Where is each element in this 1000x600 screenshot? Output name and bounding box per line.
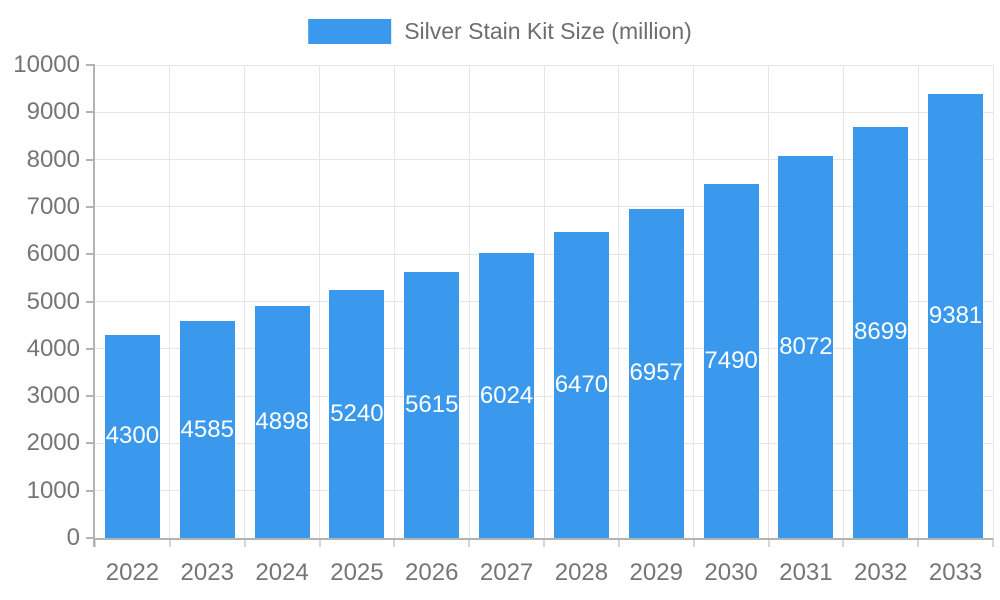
grid-line-vertical [693, 65, 695, 538]
bar-value-label: 6957 [629, 359, 683, 387]
x-axis-tick [692, 538, 695, 547]
legend[interactable]: Silver Stain Kit Size (million) [308, 18, 692, 45]
x-axis-label-2029: 2029 [629, 559, 683, 586]
x-axis-label-2027: 2027 [479, 559, 534, 586]
y-axis-tick [86, 205, 95, 208]
legend-label: Silver Stain Kit Size (million) [404, 18, 692, 44]
x-axis-label-2025: 2025 [330, 559, 384, 586]
grid-line-vertical [244, 65, 246, 538]
y-axis-label: 9000 [26, 98, 80, 126]
legend-swatch-icon [308, 19, 392, 44]
grid-line-vertical [468, 65, 470, 538]
x-axis-label-2024: 2024 [255, 559, 309, 586]
y-axis-tick [86, 111, 95, 114]
bar-value-label: 6470 [554, 370, 609, 398]
grid-line-vertical [543, 65, 545, 538]
bar-2033[interactable]: 9381 [928, 94, 984, 538]
x-axis-tick [992, 538, 994, 547]
x-axis-tick [243, 538, 246, 547]
bar-2032[interactable]: 8699 [853, 126, 909, 538]
y-axis-tick [86, 489, 95, 492]
bar-value-label: 6024 [479, 381, 534, 409]
y-axis-label: 8000 [26, 145, 80, 173]
y-axis-tick [86, 537, 95, 539]
bar-value-label: 8699 [854, 318, 908, 346]
y-axis-label: 10000 [13, 51, 80, 78]
x-axis-tick [842, 538, 845, 547]
y-axis-tick [86, 347, 95, 350]
y-axis-label: 1000 [26, 476, 80, 504]
bar-2025[interactable]: 5240 [329, 290, 385, 538]
grid-line-vertical [169, 65, 171, 538]
grid-line-vertical [917, 65, 919, 538]
bar-value-label: 9381 [928, 302, 983, 330]
y-axis-tick [86, 300, 95, 303]
bar-value-label: 8072 [779, 333, 833, 361]
y-axis-tick [86, 395, 95, 398]
bar-2029[interactable]: 6957 [628, 208, 684, 538]
x-axis-label-2033: 2033 [928, 559, 983, 586]
x-axis-label-2022: 2022 [105, 559, 160, 586]
grid-line-vertical [618, 65, 620, 538]
y-axis-label: 7000 [26, 192, 80, 220]
x-axis-label-2028: 2028 [554, 559, 609, 586]
bar-value-label: 7490 [704, 346, 758, 374]
x-axis-tick [767, 538, 770, 547]
y-axis-line [93, 65, 95, 547]
bar-2023[interactable]: 4585 [179, 321, 235, 538]
x-axis-tick [393, 538, 396, 547]
x-axis-tick [917, 538, 920, 547]
bar-2031[interactable]: 8072 [778, 156, 834, 538]
bar-2027[interactable]: 6024 [479, 253, 535, 538]
x-axis-label-2026: 2026 [405, 559, 459, 586]
x-axis-tick [168, 538, 171, 547]
x-axis-label-2032: 2032 [854, 559, 908, 586]
x-axis-tick [617, 538, 620, 547]
x-axis-label-2031: 2031 [779, 559, 833, 586]
bar-value-label: 4898 [255, 408, 309, 436]
bar-2024[interactable]: 4898 [254, 306, 310, 538]
x-axis-tick [318, 538, 321, 547]
bar-2026[interactable]: 5615 [404, 272, 460, 538]
bar-value-label: 4585 [180, 415, 234, 443]
x-axis-label-2030: 2030 [704, 559, 758, 586]
bar-2028[interactable]: 6470 [553, 231, 609, 538]
grid-line-vertical [992, 65, 994, 538]
y-axis-label: 4000 [26, 334, 80, 362]
x-axis-tick [543, 538, 545, 547]
bar-value-label: 5615 [405, 391, 459, 419]
grid-line-vertical [319, 65, 320, 538]
grid-line-vertical [842, 65, 844, 538]
bar-2022[interactable]: 4300 [104, 334, 160, 538]
x-axis-label-2023: 2023 [180, 559, 234, 586]
x-axis-tick [94, 538, 96, 547]
y-axis-label: 2000 [26, 429, 80, 457]
y-axis-tick [86, 158, 95, 161]
y-axis-label: 0 [66, 524, 80, 551]
y-axis-tick [86, 64, 95, 66]
y-axis-label: 3000 [26, 382, 80, 410]
x-axis-tick [468, 538, 471, 547]
bar-value-label: 5240 [330, 400, 384, 428]
y-axis-tick [86, 253, 95, 256]
grid-line-vertical [393, 65, 395, 538]
y-axis-label: 6000 [26, 240, 80, 268]
y-axis-tick [86, 442, 95, 445]
grid-line-vertical [768, 65, 769, 538]
x-axis-line [95, 538, 993, 540]
bar-value-label: 4300 [105, 422, 160, 450]
y-axis-label: 5000 [26, 287, 80, 315]
bar-2030[interactable]: 7490 [703, 183, 759, 538]
